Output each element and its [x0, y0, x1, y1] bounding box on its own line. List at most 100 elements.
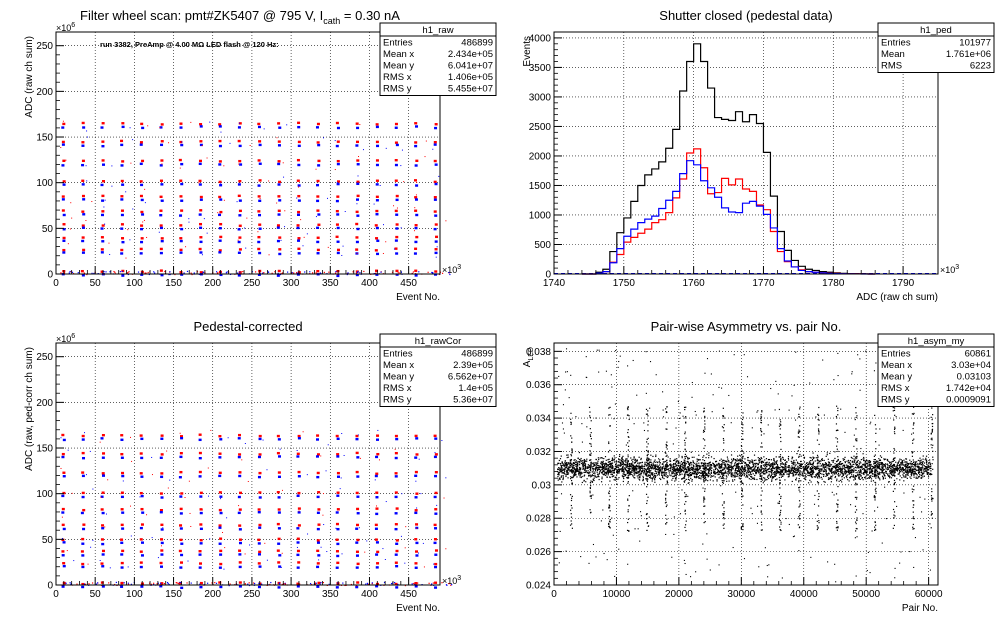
data-point-red	[356, 538, 360, 542]
data-point	[698, 471, 700, 474]
data-point-blue	[356, 512, 360, 515]
data-point	[592, 478, 594, 480]
data-point	[841, 462, 844, 465]
data-point	[646, 461, 648, 464]
data-point-red	[120, 248, 124, 252]
data-point	[772, 464, 774, 466]
data-point-stray	[416, 507, 418, 509]
data-point	[609, 470, 611, 472]
data-point-stray	[318, 559, 320, 561]
data-point	[841, 473, 843, 475]
data-point-floor	[337, 273, 339, 276]
data-point-red	[296, 158, 300, 162]
data-point	[589, 459, 591, 462]
data-point-blue	[394, 512, 398, 515]
data-point-stray	[238, 505, 240, 507]
data-point	[583, 479, 585, 481]
data-point	[801, 463, 803, 466]
data-point	[663, 473, 665, 475]
data-point	[617, 478, 619, 480]
data-point-red	[277, 471, 281, 474]
data-point	[580, 471, 582, 473]
data-point	[828, 469, 830, 471]
data-point	[677, 462, 679, 464]
data-point-floor	[154, 272, 156, 274]
data-point-blue	[415, 213, 419, 217]
data-point-red	[394, 158, 398, 162]
data-point-floor	[226, 271, 228, 273]
data-point	[684, 467, 686, 470]
data-point	[818, 473, 820, 475]
data-point	[693, 475, 696, 478]
data-point-red	[258, 550, 262, 554]
data-point	[738, 470, 740, 472]
data-point-red	[178, 549, 182, 553]
data-point-red	[356, 194, 360, 198]
data-point	[844, 470, 847, 473]
data-point	[803, 468, 805, 470]
data-point-red	[121, 160, 125, 163]
data-point	[559, 468, 562, 470]
data-point-blue	[395, 143, 399, 147]
data-point	[721, 472, 723, 474]
data-point-stray	[443, 497, 445, 499]
data-point	[865, 464, 867, 466]
data-point-red	[297, 121, 301, 125]
data-point-blue	[160, 143, 164, 147]
data-point	[777, 471, 780, 473]
data-point-stray	[404, 562, 406, 564]
data-point	[584, 467, 587, 470]
data-point	[898, 460, 900, 462]
data-point-stray	[359, 124, 361, 126]
data-point-red	[316, 209, 320, 212]
data-point-red	[316, 122, 320, 126]
data-point	[687, 478, 690, 480]
data-point	[753, 463, 755, 465]
data-point	[870, 465, 872, 467]
data-point-blue	[257, 542, 261, 545]
data-point-floor	[314, 582, 316, 584]
data-point-red	[179, 237, 183, 240]
data-point-blue	[278, 554, 282, 557]
data-point-stray	[418, 552, 420, 554]
data-point	[791, 472, 793, 474]
data-point-red	[159, 508, 163, 512]
data-point-red	[335, 209, 339, 213]
data-point-floor	[137, 271, 140, 273]
data-point-red	[278, 180, 282, 184]
data-point	[882, 477, 885, 480]
data-point	[581, 463, 584, 465]
data-point	[567, 477, 569, 479]
data-point	[870, 463, 872, 466]
data-point-stray	[281, 552, 283, 554]
data-point	[657, 469, 659, 471]
data-point-blue	[335, 566, 339, 569]
data-point-red	[81, 194, 85, 198]
data-point	[567, 454, 569, 456]
data-point	[611, 457, 614, 459]
data-point	[607, 465, 609, 467]
data-point	[703, 474, 705, 476]
data-point-red	[433, 196, 437, 199]
data-point	[643, 467, 645, 470]
data-point	[587, 470, 589, 472]
data-point	[854, 459, 856, 461]
data-point	[671, 473, 673, 475]
data-point-blue	[434, 586, 438, 589]
data-point	[910, 475, 913, 477]
data-point	[798, 477, 800, 480]
data-point	[630, 471, 632, 473]
data-point	[559, 458, 562, 460]
data-point	[573, 473, 575, 475]
data-point	[638, 473, 641, 475]
data-point	[910, 466, 912, 468]
data-point	[739, 467, 741, 470]
data-point	[835, 473, 837, 475]
y-tick-label: 0	[545, 270, 551, 281]
data-point-floor	[328, 583, 330, 585]
data-point	[692, 460, 694, 462]
data-point	[823, 475, 825, 478]
data-point	[684, 456, 686, 458]
data-point	[869, 476, 871, 478]
data-point	[697, 467, 699, 469]
